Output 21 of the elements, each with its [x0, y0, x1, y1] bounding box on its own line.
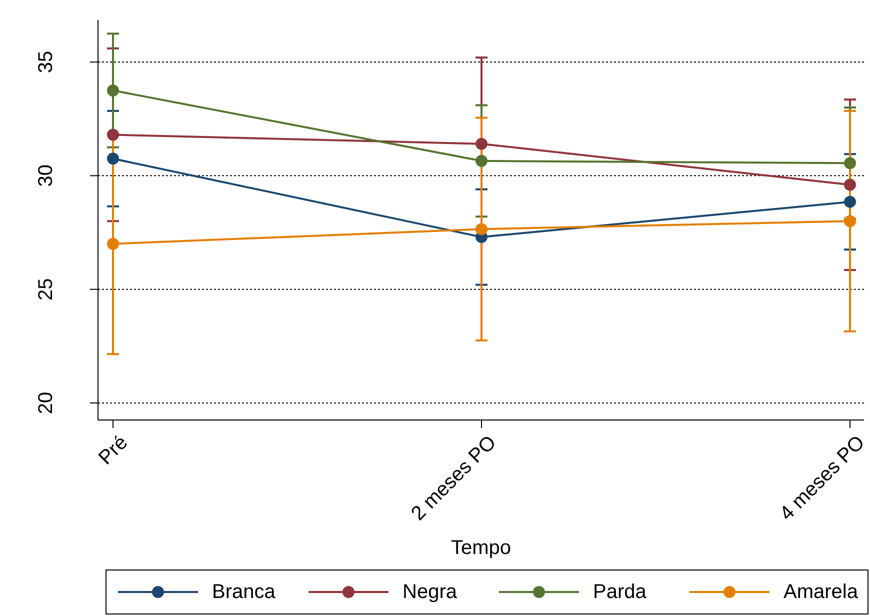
legend-label: Amarela — [784, 581, 859, 603]
point — [844, 215, 856, 228]
x-axis-title: Tempo — [450, 537, 512, 559]
point — [844, 157, 856, 170]
y-tick-label: 20 — [35, 392, 57, 414]
point — [844, 178, 856, 191]
legend-label: Parda — [593, 581, 648, 603]
point — [107, 84, 119, 96]
x-tick-label: Pré — [94, 432, 132, 470]
legend-label: Negra — [402, 581, 458, 603]
point — [476, 138, 488, 150]
legend-label: Branca — [212, 581, 276, 603]
point — [107, 128, 119, 141]
point — [844, 196, 856, 208]
point — [476, 223, 488, 236]
point — [107, 152, 119, 165]
point — [107, 238, 119, 250]
point — [476, 154, 488, 167]
y-tick-label: 25 — [35, 278, 57, 300]
y-tick-label: 30 — [35, 164, 57, 187]
y-tick-label: 35 — [35, 50, 57, 74]
